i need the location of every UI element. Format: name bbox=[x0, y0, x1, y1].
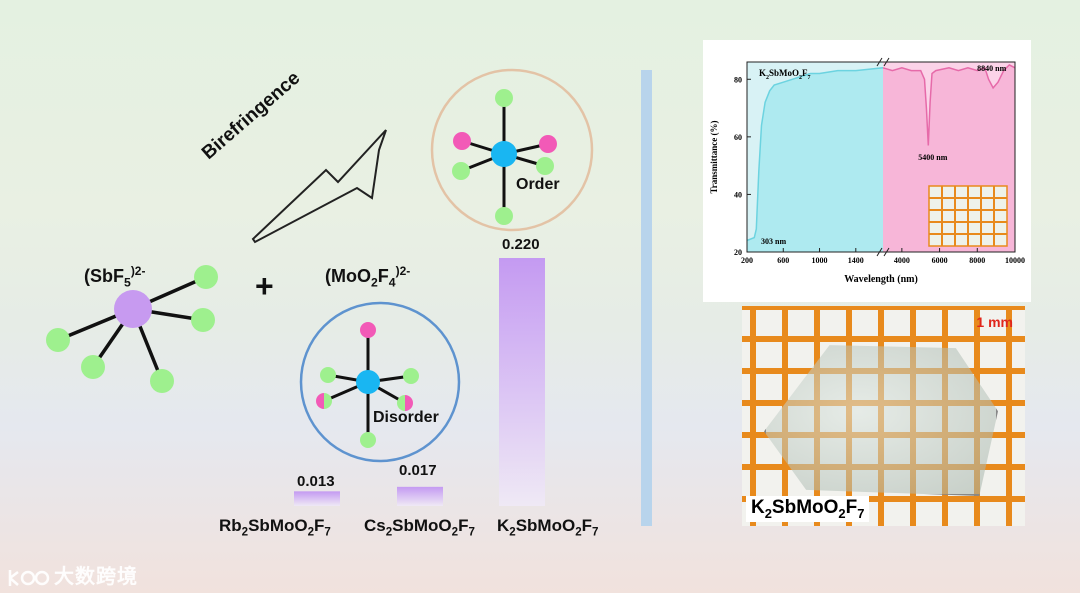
mixed-site-atom bbox=[316, 393, 332, 409]
o-atom bbox=[360, 322, 376, 338]
vertical-divider bbox=[641, 70, 652, 526]
birefringence-bars bbox=[294, 258, 545, 506]
birefringence-bar bbox=[294, 491, 340, 506]
chart-annotation: 303 nm bbox=[761, 237, 786, 246]
compound-label-k: K2SbMoO2F7 bbox=[497, 516, 599, 539]
y-tick-label: 60 bbox=[734, 133, 742, 142]
x-tick-label: 6000 bbox=[932, 256, 948, 265]
f-atom bbox=[495, 207, 513, 225]
transmittance-chart-panel: 20 40 60 80 200 600 1000 1400 4000 6000 8000 10000 W… bbox=[703, 40, 1031, 302]
watermark-logo-icon bbox=[8, 569, 50, 586]
ordered-moo2f4-unit bbox=[430, 68, 594, 232]
chart-annotation: 5400 nm bbox=[918, 153, 947, 162]
f-atom bbox=[536, 157, 554, 175]
disorder-ring bbox=[299, 301, 461, 463]
transmittance-line-uv bbox=[746, 67, 884, 242]
crystal bbox=[764, 345, 998, 496]
mo-atom bbox=[491, 141, 517, 167]
o-atom bbox=[453, 132, 471, 150]
f-atom bbox=[403, 368, 419, 384]
f-atom bbox=[495, 89, 513, 107]
f-atom bbox=[191, 308, 215, 332]
transmittance-line-ir bbox=[882, 63, 1016, 146]
f-atom bbox=[194, 265, 218, 289]
moo2f4-formula: (MoO2F4)2- bbox=[325, 264, 411, 290]
photo-compound-label: K2SbMoO2F7 bbox=[746, 496, 870, 522]
f-atom bbox=[360, 432, 376, 448]
x-axis-label: Wavelength (nm) bbox=[844, 274, 918, 285]
x-tick-label: 1000 bbox=[812, 256, 828, 265]
plus-sign: + bbox=[255, 268, 274, 304]
mixed-site-atom bbox=[397, 395, 413, 411]
photo-scale-label: 1 mm bbox=[976, 314, 1013, 330]
axis-break-top bbox=[876, 57, 890, 67]
chart-title: K2SbMoO2F7 bbox=[759, 68, 811, 81]
bar-value-rb: 0.013 bbox=[297, 473, 335, 490]
disordered-moo2f4-unit bbox=[299, 301, 461, 463]
sbf5-formula: (SbF5)2- bbox=[84, 264, 146, 290]
x-tick-label: 8000 bbox=[969, 256, 985, 265]
bar-value-k: 0.220 bbox=[502, 236, 540, 253]
y-tick-label: 80 bbox=[734, 75, 742, 84]
birefringence-arrow bbox=[251, 129, 387, 244]
crystal-photo: 1 mm K2SbMoO2F7 bbox=[742, 306, 1025, 526]
uv-curve-fill bbox=[747, 67, 883, 252]
axis-break-bottom bbox=[876, 247, 890, 257]
compound-label-cs: Cs2SbMoO2F7 bbox=[364, 516, 475, 539]
order-ring bbox=[430, 68, 594, 232]
y-tick-label: 40 bbox=[734, 190, 742, 199]
birefringence-bar bbox=[499, 258, 545, 506]
compound-label-rb: Rb2SbMoO2F7 bbox=[219, 516, 331, 539]
x-tick-label: 4000 bbox=[894, 256, 910, 265]
x-tick-label: 1400 bbox=[848, 256, 864, 265]
transmittance-chart: 20 40 60 80 200 600 1000 1400 4000 6000 8000 10000 W… bbox=[709, 57, 1025, 285]
sb-atom bbox=[114, 290, 152, 328]
order-label: Order bbox=[516, 176, 560, 193]
chart-annotation: 8840 nm bbox=[977, 64, 1006, 73]
f-atom bbox=[320, 367, 336, 383]
f-atom bbox=[150, 369, 174, 393]
sbf5-unit bbox=[46, 265, 218, 393]
x-tick-label: 10000 bbox=[1005, 256, 1025, 265]
bar-value-cs: 0.017 bbox=[399, 462, 437, 479]
f-atom bbox=[452, 162, 470, 180]
mo-atom bbox=[356, 370, 380, 394]
y-axis-label: Transmittance (%) bbox=[709, 120, 719, 193]
birefringence-bar bbox=[397, 486, 443, 506]
chart-frame bbox=[746, 61, 1016, 253]
watermark: 大数跨境 bbox=[6, 560, 138, 589]
f-atom bbox=[46, 328, 70, 352]
x-tick-label: 200 bbox=[741, 256, 753, 265]
o-atom bbox=[539, 135, 557, 153]
x-tick-label: 600 bbox=[777, 256, 789, 265]
y-tick-label: 20 bbox=[734, 248, 742, 257]
disorder-label: Disorder bbox=[373, 409, 439, 426]
f-atom bbox=[81, 355, 105, 379]
